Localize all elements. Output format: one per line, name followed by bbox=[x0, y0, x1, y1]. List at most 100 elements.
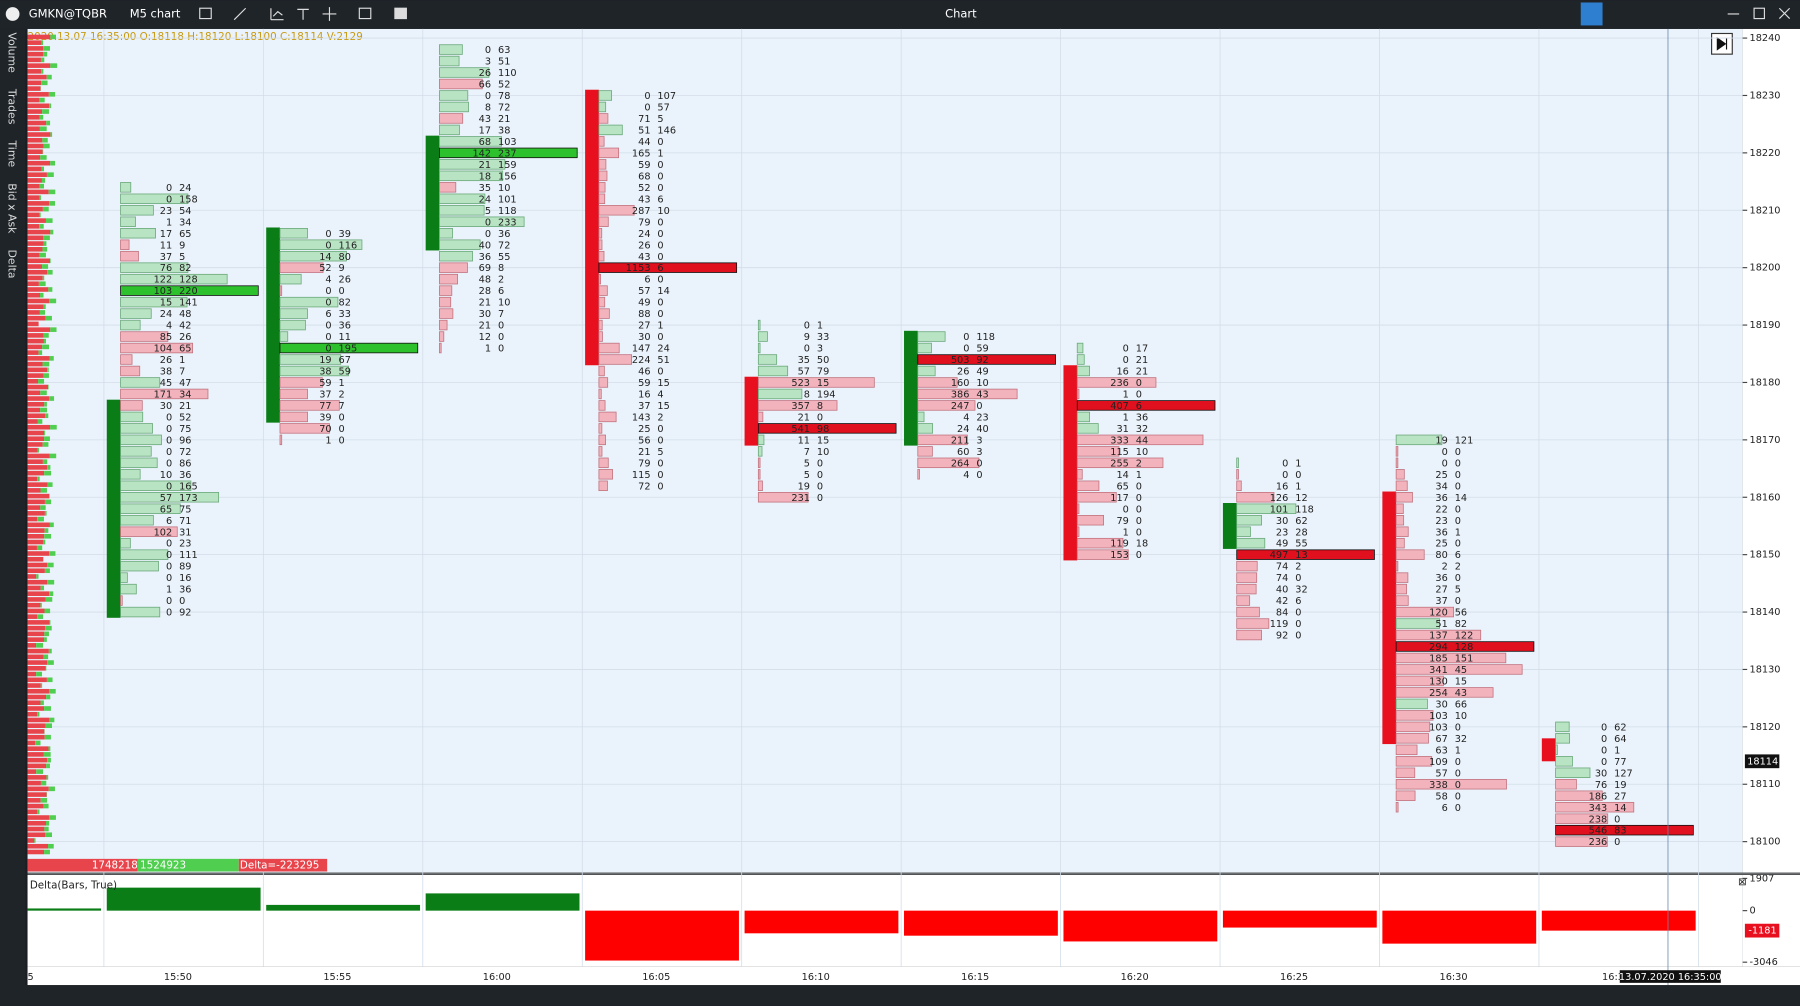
bid-volume: 0 bbox=[166, 447, 172, 458]
delta-bar bbox=[1222, 910, 1377, 928]
ask-volume: 82 bbox=[339, 298, 351, 309]
icon[interactable] bbox=[358, 7, 372, 20]
volume-bar bbox=[1236, 492, 1275, 503]
volume-bar bbox=[917, 469, 920, 480]
bid-volume: 211 bbox=[951, 435, 970, 446]
volume-bar bbox=[439, 239, 481, 250]
side-tab[interactable]: Volume bbox=[5, 32, 18, 73]
volume-bar bbox=[439, 285, 453, 296]
profile-bar bbox=[27, 637, 45, 642]
bid-volume: 497 bbox=[1270, 550, 1289, 561]
icon[interactable] bbox=[297, 8, 309, 20]
side-tab[interactable]: Delta bbox=[5, 250, 18, 279]
volume-bar bbox=[1236, 457, 1239, 469]
ask-volume: 77 bbox=[1614, 757, 1626, 768]
icon[interactable] bbox=[394, 7, 407, 20]
symbol[interactable]: GMKN@TQBR bbox=[29, 6, 107, 20]
volume-bar bbox=[757, 354, 778, 365]
panel-close[interactable]: ⊠ bbox=[1738, 876, 1747, 888]
profile-bar bbox=[36, 671, 43, 677]
ask-volume: 36 bbox=[179, 470, 191, 481]
camera-button[interactable] bbox=[1580, 2, 1603, 26]
price-tick-label: 18140 bbox=[1749, 607, 1780, 618]
side-tab[interactable]: Trades bbox=[5, 88, 18, 125]
window-controls[interactable] bbox=[1727, 7, 1791, 20]
ask-volume: 55 bbox=[498, 252, 510, 263]
ask-volume: 2 bbox=[657, 412, 663, 423]
icon[interactable] bbox=[199, 7, 212, 20]
profile-bar bbox=[49, 201, 56, 206]
close[interactable] bbox=[1778, 7, 1791, 19]
toolbar-icons[interactable] bbox=[199, 7, 407, 21]
volume-bar bbox=[439, 136, 502, 147]
volume-bar bbox=[1076, 411, 1090, 423]
volume-bar bbox=[598, 423, 603, 434]
maximize[interactable] bbox=[1753, 7, 1765, 20]
volume-bar bbox=[1395, 733, 1429, 744]
bid-volume: 407 bbox=[1110, 401, 1129, 412]
volume-bar bbox=[598, 469, 613, 480]
profile-bar bbox=[27, 298, 50, 304]
volume-bar bbox=[1395, 503, 1404, 514]
ask-volume: 27 bbox=[1614, 791, 1626, 802]
profile-bar bbox=[43, 304, 46, 309]
profile-bar bbox=[44, 849, 50, 855]
ask-volume: 118 bbox=[976, 332, 995, 343]
timeframe[interactable]: M5 chart bbox=[130, 6, 181, 20]
ask-volume: 0 bbox=[1295, 608, 1301, 619]
ask-volume: 0 bbox=[1455, 596, 1461, 607]
profile-bar bbox=[27, 579, 48, 585]
bid-volume: 119 bbox=[1270, 619, 1289, 630]
profile-bar bbox=[27, 304, 44, 309]
profile-bar bbox=[27, 838, 35, 843]
profile-bar bbox=[27, 327, 51, 332]
bid-volume: 103 bbox=[154, 286, 173, 297]
ask-volume: 0 bbox=[1295, 619, 1301, 630]
bid-volume: 341 bbox=[1429, 665, 1448, 676]
bid-volume: 5 bbox=[485, 206, 491, 217]
bid-volume: 26 bbox=[638, 240, 650, 251]
chart-area bbox=[27, 28, 1743, 873]
volume-bar bbox=[279, 423, 330, 434]
time-label: 16:3 bbox=[1602, 972, 1624, 983]
bid-volume: 68 bbox=[638, 171, 650, 182]
bid-volume: 23 bbox=[160, 206, 172, 217]
volume-bar bbox=[120, 262, 189, 273]
profile-bar bbox=[27, 568, 45, 574]
bid-volume: 523 bbox=[791, 378, 810, 389]
profile-bar bbox=[27, 683, 41, 688]
profile-bar bbox=[49, 620, 51, 625]
volume-bar bbox=[120, 595, 123, 606]
profile-bar bbox=[27, 539, 44, 545]
bid-volume: 37 bbox=[160, 252, 172, 263]
bid-volume: 35 bbox=[798, 355, 810, 366]
logo[interactable] bbox=[5, 7, 20, 21]
icon[interactable] bbox=[270, 8, 284, 21]
icon[interactable] bbox=[322, 7, 337, 21]
bid-volume: 67 bbox=[1435, 734, 1447, 745]
side-tab[interactable]: Time bbox=[5, 139, 18, 167]
volume-profile bbox=[27, 34, 58, 855]
profile-bar bbox=[27, 367, 48, 373]
bid-volume: 37 bbox=[638, 401, 650, 412]
scrollbar[interactable] bbox=[0, 985, 1800, 1006]
profile-bar bbox=[49, 688, 56, 694]
bid-volume: 46 bbox=[638, 367, 650, 378]
profile-bar bbox=[27, 574, 37, 579]
bid-volume: 3 bbox=[485, 57, 491, 68]
ask-volume: 86 bbox=[179, 458, 191, 469]
profile-bar bbox=[36, 769, 44, 774]
bid-volume: 109 bbox=[1429, 757, 1448, 768]
bid-volume: 1 bbox=[166, 217, 172, 228]
ask-volume: 66 bbox=[1455, 699, 1467, 710]
ask-volume: 118 bbox=[1295, 504, 1314, 515]
ask-volume: 0 bbox=[657, 160, 663, 171]
icon[interactable] bbox=[233, 7, 247, 21]
side-tab[interactable]: Bid x Ask bbox=[5, 183, 18, 234]
volume-bar bbox=[279, 273, 302, 285]
scroll-end-icon[interactable] bbox=[1716, 36, 1728, 51]
profile-bar bbox=[41, 80, 48, 86]
profile-bar bbox=[40, 683, 43, 688]
ask-volume: 15 bbox=[657, 378, 669, 389]
volume-bar bbox=[439, 78, 483, 90]
